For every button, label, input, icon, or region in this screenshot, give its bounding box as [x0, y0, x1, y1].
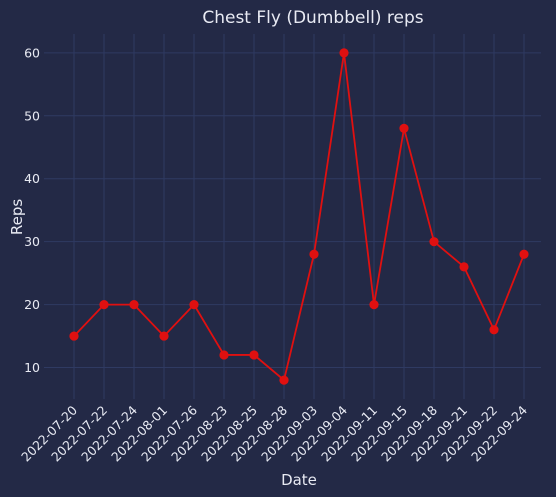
data-point: [279, 375, 289, 385]
y-axis-label: Reps: [8, 199, 26, 235]
y-tick-label: 10: [24, 360, 40, 375]
data-point: [489, 325, 499, 335]
data-point: [219, 350, 229, 360]
y-tick-label: 50: [24, 108, 40, 123]
y-tick-label: 30: [24, 234, 40, 249]
series-layer: [69, 48, 529, 385]
data-point: [369, 300, 379, 310]
data-point: [339, 48, 349, 58]
y-tick-label: 40: [24, 171, 40, 186]
y-tick-labels: 10 20 30 40 50 60: [24, 45, 40, 375]
y-tick-label: 60: [24, 45, 40, 60]
data-point: [459, 262, 469, 272]
y-tick-label: 20: [24, 297, 40, 312]
chart-title: Chest Fly (Dumbbell) reps: [202, 8, 423, 28]
data-point: [429, 237, 439, 247]
series-line: [73, 52, 525, 382]
data-point: [129, 300, 139, 310]
data-point: [69, 331, 79, 341]
x-tick-labels: 2022-07-202022-07-222022-07-242022-08-01…: [18, 402, 530, 464]
data-point: [99, 300, 109, 310]
grid: [44, 34, 541, 399]
data-point: [519, 249, 529, 259]
data-point: [399, 123, 409, 133]
data-point: [159, 331, 169, 341]
data-point: [249, 350, 259, 360]
data-point: [309, 249, 319, 259]
data-point: [189, 300, 199, 310]
x-axis-label: Date: [281, 471, 317, 489]
